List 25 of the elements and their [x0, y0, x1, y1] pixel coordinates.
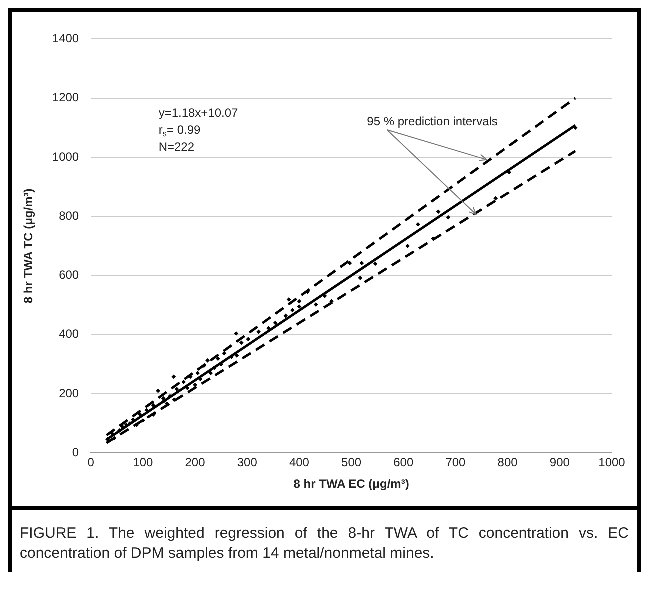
y-tick-label: 400 [59, 327, 80, 342]
x-tick-label: 300 [237, 456, 258, 470]
x-tick-label: 200 [185, 456, 206, 470]
y-tick-label: 1200 [52, 90, 80, 105]
x-tick-label: 700 [446, 456, 466, 470]
x-tick-label: 500 [342, 456, 362, 470]
x-tick-label: 800 [498, 456, 518, 470]
x-axis-title: 8 hr TWA EC (μg/m³) [294, 477, 410, 492]
x-tick-label: 100 [133, 456, 154, 470]
caption: FIGURE 1. The weighted regression of the 8-hr TWA of TC concentration vs. EC concentration of DPM samples from 14 metal/nonmetal mines. [12, 506, 637, 572]
y-tick-label: 1000 [52, 150, 80, 164]
x-tick-label: 900 [550, 456, 570, 470]
annotation: y=1.18x+10.07 [158, 106, 239, 120]
y-axis-title: 8 hr TWA TC (μg/m³) [22, 188, 36, 304]
y-tick-label: 600 [59, 268, 80, 282]
y-tick-label: 800 [59, 208, 80, 223]
y-tick-label: 200 [59, 386, 80, 400]
y-tick-label: 1400 [52, 32, 80, 46]
x-tick-label: 0 [88, 456, 95, 470]
x-tick-label: 400 [289, 456, 310, 470]
y-tick-label: 0 [72, 446, 80, 460]
x-tick-label: 1000 [598, 456, 626, 470]
annotation: 95 % prediction intervals [367, 114, 498, 128]
annotation: N=222 [158, 140, 195, 154]
x-tick-label: 600 [394, 456, 414, 470]
